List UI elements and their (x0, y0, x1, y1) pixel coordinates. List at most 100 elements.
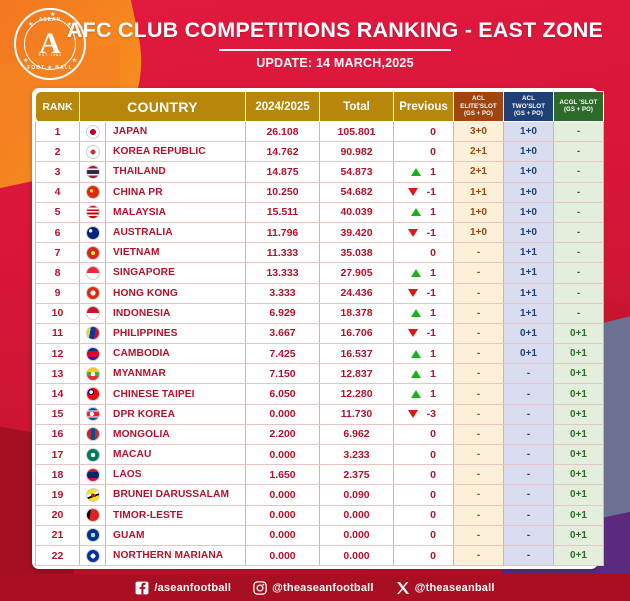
cell-total-points: 39.420 (319, 221, 394, 244)
cell-acl-two-slot: 1+0 (503, 161, 554, 183)
cell-country: INDONESIA (105, 302, 246, 324)
cell-rank: 19 (35, 484, 80, 506)
cell-rank: 20 (35, 504, 80, 526)
cell-season-points: 7.150 (245, 363, 320, 385)
cell-acl-elite-slot: - (453, 383, 504, 405)
table-row: 4 CHINA PR 10.250 54.682 -1 1+1 1+0- (35, 181, 604, 203)
cell-rank: 9 (35, 282, 80, 304)
cell-previous-change: 0 (393, 120, 454, 143)
previous-change-value: -1 (426, 186, 436, 199)
cell-country: MALAYSIA (105, 201, 246, 223)
cell-total-points: 16.537 (319, 343, 394, 365)
star-icon: ★ (66, 22, 72, 28)
cell-flag (79, 484, 106, 506)
table-row: 5 MALAYSIA 15.511 40.039 1 1+0 1+0- (35, 201, 604, 223)
previous-change-wrapper: -1 (394, 327, 444, 339)
cell-country: JAPAN (105, 120, 246, 143)
cell-flag (79, 242, 106, 264)
logo-letter: A (24, 18, 76, 70)
previous-change-value: 0 (430, 246, 436, 259)
previous-change-value: 1 (430, 266, 436, 279)
cell-total-points: 3.233 (319, 443, 394, 466)
social-link-instagram[interactable]: @theaseanfootball (253, 580, 374, 595)
cell-country: DPR KOREA (105, 403, 246, 425)
cell-acgl-slot: - (553, 141, 604, 163)
cell-season-points: 15.511 (245, 201, 320, 223)
cell-acl-two-slot: - (503, 383, 554, 405)
cell-acl-two-slot: - (503, 544, 554, 567)
cell-season-points: 26.108 (245, 120, 320, 143)
cell-previous-change: 0 (393, 242, 454, 264)
flag-icon-tl (85, 508, 100, 523)
previous-change-value: 0 (430, 145, 436, 158)
logo-bottom-text: FOOT ★ BALL (27, 65, 73, 71)
cell-flag (79, 282, 106, 304)
cell-flag (79, 181, 106, 203)
star-icon: ★ (23, 58, 29, 64)
logo-est-text: EST. 1984 (38, 52, 62, 57)
star-icon: ★ (71, 58, 77, 64)
cell-total-points: 12.280 (319, 383, 394, 405)
table-row: 1 JAPAN 26.108 105.801 0 3+0 1+0- (35, 120, 604, 143)
arrow-up-icon (411, 167, 422, 176)
cell-total-points: 35.038 (319, 242, 394, 264)
previous-change-wrapper: 1 (394, 166, 444, 178)
cell-acl-two-slot: 1+0 (503, 181, 554, 203)
cell-acl-two-slot: 1+0 (503, 120, 554, 143)
cell-previous-change: -1 (393, 181, 454, 203)
column-header-country: COUNTRY (79, 91, 246, 122)
cell-previous-change: 1 (393, 343, 454, 365)
cell-flag (79, 504, 106, 526)
social-handle: @theaseanball (414, 581, 495, 594)
flag-icon-kp (85, 407, 100, 422)
cell-rank: 17 (35, 443, 80, 466)
cell-acgl-slot: 0+1 (553, 383, 604, 405)
arrow-up-icon (411, 390, 422, 399)
flag-icon-au (85, 225, 100, 240)
social-link-x-twitter[interactable]: @theaseanball (396, 581, 495, 595)
cell-previous-change: -1 (393, 221, 454, 244)
arrow-up-icon (411, 208, 422, 217)
cell-country: THAILAND (105, 161, 246, 183)
cell-acl-two-slot: - (503, 363, 554, 385)
cell-total-points: 90.982 (319, 141, 394, 163)
cell-acgl-slot: - (553, 120, 604, 143)
cell-rank: 13 (35, 363, 80, 385)
facebook-icon (135, 581, 149, 595)
cell-acgl-slot: 0+1 (553, 443, 604, 466)
cell-acl-two-slot: 1+0 (503, 201, 554, 223)
cell-country: PHILIPPINES (105, 322, 246, 345)
cell-total-points: 24.436 (319, 282, 394, 304)
cell-acl-two-slot: 1+1 (503, 262, 554, 284)
cell-acl-two-slot: - (503, 484, 554, 506)
flag-icon-cn (85, 185, 100, 200)
cell-acl-elite-slot: 1+0 (453, 221, 504, 244)
cell-flag (79, 363, 106, 385)
social-link-facebook[interactable]: /aseanfootball (135, 581, 231, 595)
table-row: 22 NORTHERN MARIANA 0.000 0.000 0- -0+1 (35, 544, 604, 567)
cell-season-points: 10.250 (245, 181, 320, 203)
cell-season-points: 1.650 (245, 464, 320, 486)
previous-change-wrapper: 0 (394, 550, 444, 562)
slot3-title: ACGL 'SLOT (559, 98, 598, 106)
cell-season-points: 2.200 (245, 423, 320, 446)
cell-acl-elite-slot: - (453, 302, 504, 324)
cell-previous-change: 0 (393, 464, 454, 486)
flag-icon-vn (85, 245, 100, 260)
cell-acl-elite-slot: 1+1 (453, 181, 504, 203)
table-row: 18 LAOS 1.650 2.375 0- -0+1 (35, 464, 604, 486)
cell-flag (79, 161, 106, 183)
column-header-total: Total (319, 91, 394, 122)
cell-acl-two-slot: - (503, 524, 554, 546)
cell-flag (79, 262, 106, 284)
cell-country: VIETNAM (105, 242, 246, 264)
cell-rank: 15 (35, 403, 80, 425)
cell-flag (79, 221, 106, 244)
previous-change-wrapper: 1 (394, 348, 444, 360)
previous-change-wrapper: 0 (394, 449, 444, 461)
cell-acl-two-slot: - (503, 423, 554, 446)
table-row: 8 SINGAPORE 13.333 27.905 1 -1+1- (35, 262, 604, 284)
cell-rank: 2 (35, 141, 80, 163)
cell-season-points: 0.000 (245, 544, 320, 567)
previous-change-value: 1 (430, 388, 436, 401)
